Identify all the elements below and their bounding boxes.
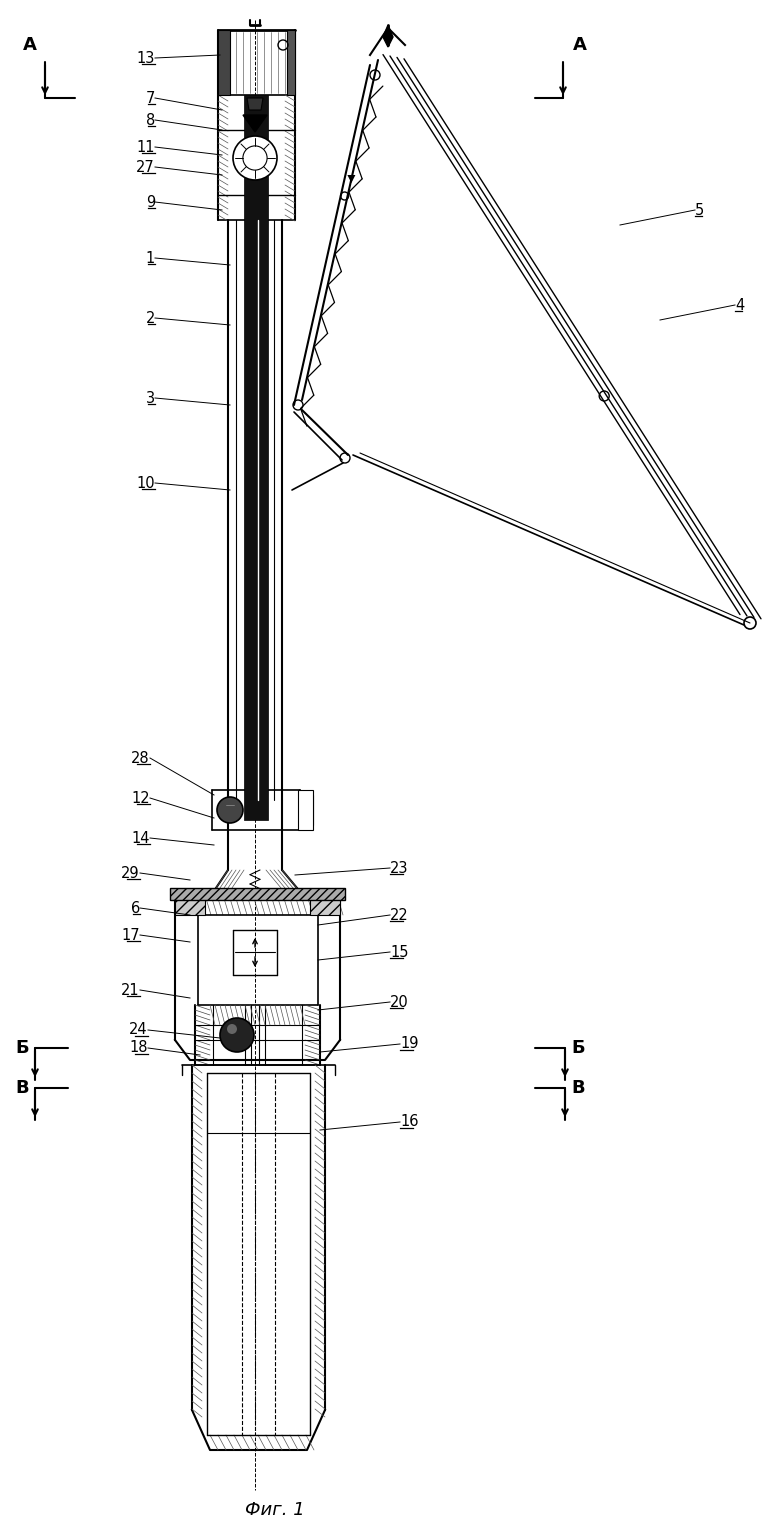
Text: Б: Б xyxy=(571,1039,585,1057)
Text: 6: 6 xyxy=(131,901,140,915)
Text: 16: 16 xyxy=(400,1114,419,1129)
Text: 9: 9 xyxy=(146,194,155,210)
Bar xyxy=(218,31,230,95)
Text: 22: 22 xyxy=(390,907,409,923)
Text: Б: Б xyxy=(15,1039,29,1057)
Text: Фиг. 1: Фиг. 1 xyxy=(245,1501,305,1519)
Polygon shape xyxy=(383,24,393,47)
Text: 1: 1 xyxy=(146,251,155,266)
Text: 27: 27 xyxy=(136,159,155,174)
Bar xyxy=(175,895,205,915)
Bar xyxy=(310,895,340,915)
Polygon shape xyxy=(243,115,267,132)
Text: 17: 17 xyxy=(122,927,140,942)
Text: 14: 14 xyxy=(132,831,150,846)
Bar xyxy=(298,789,313,829)
Text: 29: 29 xyxy=(122,866,140,880)
Text: 21: 21 xyxy=(122,982,140,998)
Text: 2: 2 xyxy=(146,311,155,326)
Circle shape xyxy=(217,797,243,823)
Text: 3: 3 xyxy=(146,390,155,405)
Text: 23: 23 xyxy=(390,860,409,875)
Text: В: В xyxy=(15,1079,29,1097)
Text: 20: 20 xyxy=(390,994,409,1010)
Text: 4: 4 xyxy=(735,297,744,312)
Text: А: А xyxy=(23,37,37,54)
Circle shape xyxy=(233,136,277,181)
Text: 13: 13 xyxy=(136,50,155,66)
Bar xyxy=(244,95,268,820)
Polygon shape xyxy=(347,174,356,184)
Polygon shape xyxy=(247,98,263,110)
Bar xyxy=(287,31,295,95)
Bar xyxy=(170,887,345,900)
Text: 8: 8 xyxy=(146,113,155,127)
Text: 18: 18 xyxy=(129,1040,148,1056)
Text: А: А xyxy=(573,37,587,54)
Circle shape xyxy=(220,1017,254,1053)
Text: В: В xyxy=(571,1079,585,1097)
Text: 10: 10 xyxy=(136,476,155,491)
Text: 28: 28 xyxy=(131,751,150,765)
Circle shape xyxy=(227,1024,237,1034)
Text: 15: 15 xyxy=(390,944,409,959)
Text: 5: 5 xyxy=(695,202,704,217)
Text: 7: 7 xyxy=(146,90,155,106)
Text: 12: 12 xyxy=(131,791,150,805)
Text: 24: 24 xyxy=(129,1022,148,1037)
Text: 19: 19 xyxy=(400,1036,419,1051)
Text: 11: 11 xyxy=(136,139,155,155)
